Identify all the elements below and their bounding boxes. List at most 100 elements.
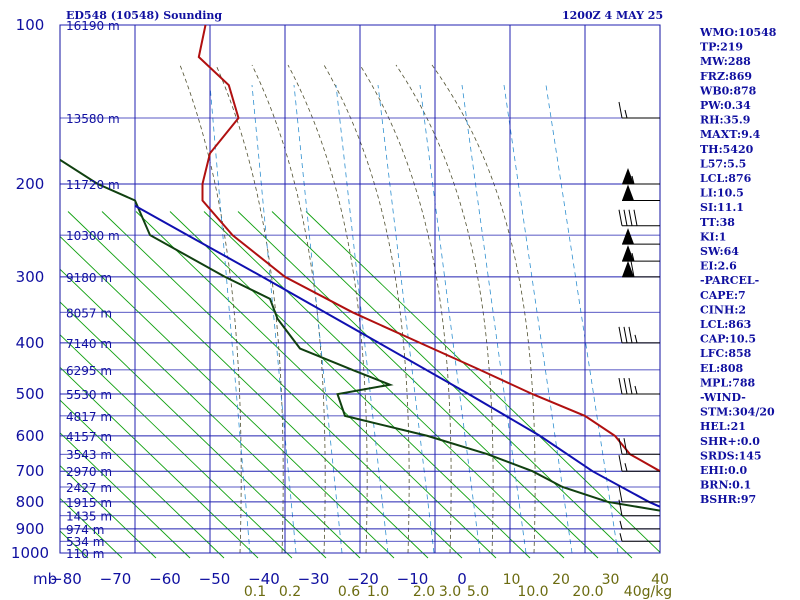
temperature-tick: 30 [602,572,620,588]
moist-adiabat [251,64,326,554]
pressure-unit-label: mb [33,570,57,588]
wind-barb-flag [622,167,634,184]
pressure-tick: 1000 [11,544,49,562]
index-line: EL:808 [700,362,743,375]
index-line: PW:0.34 [700,99,751,112]
pressure-tick: 800 [16,493,45,511]
index-line: CINH:2 [700,303,746,316]
height-label: 1435 m [66,510,112,524]
mixing-ratio-line [545,84,619,554]
mixing-ratio-label: 2.0 [413,584,435,600]
height-label: 9180 m [66,271,112,285]
wind-barb-feather [618,438,623,455]
wind-barb-half [619,520,623,529]
height-label: 974 m [66,523,104,537]
dry-adiabats [60,211,660,559]
index-line: HEL:21 [700,420,746,433]
index-line: MW:288 [700,55,751,68]
dry-adiabat [60,235,395,559]
temperature-tick: −50 [199,570,231,588]
index-line: BSHR:97 [700,493,756,506]
index-line: -WIND- [700,391,746,404]
mixing-ratio-line [251,84,297,554]
pressure-tick: 200 [16,175,45,193]
wind-barb-flag [622,260,634,277]
wind-barb-feather [623,326,628,343]
wind-barb-flag [622,184,634,201]
height-label: 7140 m [66,337,112,351]
dry-adiabat [60,464,157,559]
wind-barb-feather [633,209,638,226]
wind-barb-feather [618,326,623,343]
pressure-tick: 700 [16,462,45,480]
mixing-ratio-label: 20.0 [572,584,603,600]
mixing-ratio-label: 10.0 [517,584,548,600]
mixing-ratio-line [335,84,389,554]
index-line: CAP:10.5 [700,333,756,346]
wind-barb-feather [623,377,628,395]
temperature-tick: −60 [149,570,181,588]
temperature-tick: 10 [503,572,521,588]
wind-barb-feather [623,209,628,226]
mixing-ratio-label: 0.6 [338,584,360,600]
index-line: SHR+:0.0 [700,435,760,448]
mixing-ratio-line [293,84,343,554]
dewpoint-line [60,158,660,512]
wind-barb-feather [618,101,623,119]
index-line: LFC:858 [700,347,752,360]
mixing-ratio-label: 0.1 [244,584,266,600]
wind-barb-feather [618,455,623,472]
height-label: 6295 m [66,364,112,378]
mixing-ratio-line [419,84,481,554]
moist-adiabat [359,64,452,554]
index-line: RH:35.9 [700,114,750,127]
dry-adiabat [203,211,565,559]
wind-barb-half [634,385,638,395]
index-line: BRN:0.1 [700,479,751,492]
height-label: 13580 m [66,112,120,126]
temperature-tick: −30 [298,570,330,588]
height-label: 10300 m [66,229,120,243]
index-line: LCL:863 [700,318,751,331]
mixing-ratio-line [461,84,527,554]
temperature-tick: −40 [248,570,280,588]
height-label: 534 m [66,535,104,549]
mixing-ratio-line [503,84,573,554]
height-label: 2427 m [66,481,112,495]
moist-adiabat [323,64,410,554]
wind-barb-feather [628,209,633,226]
index-line: EHI:0.0 [700,464,747,477]
mixing-ratio-lines [209,84,619,554]
sounding-time: 1200Z 4 MAY 25 [562,9,663,22]
index-line: TH:5420 [700,143,754,156]
height-label: 5530 m [66,388,112,402]
moist-adiabat [431,64,536,554]
pressure-tick: 300 [16,268,45,286]
dry-adiabat [60,432,191,559]
wind-barb-feather [630,260,635,278]
index-line: WB0:878 [699,84,757,97]
index-line: LI:10.5 [700,187,744,200]
dry-adiabat [60,334,293,559]
temperature-tick: −70 [100,570,132,588]
wind-barb-half [624,109,628,119]
moist-adiabats [179,64,536,554]
dry-adiabat [169,211,531,559]
dry-adiabat [60,399,225,559]
index-line: CAPE:7 [700,289,746,302]
wind-barb-feather [628,326,633,343]
index-line: SRDS:145 [700,449,762,462]
pressure-tick: 500 [16,385,45,403]
index-line: MPL:788 [700,376,756,389]
temperature-tick: 40 [651,572,669,588]
mixing-ratio-label: 40g/kg [624,584,672,600]
dry-adiabat [60,497,123,559]
wind-barb-half [631,252,635,262]
moist-adiabat [179,64,242,554]
mixing-ratio-label: 3.0 [439,584,461,600]
dry-adiabat [237,211,599,559]
wind-barb-feather [623,438,628,455]
